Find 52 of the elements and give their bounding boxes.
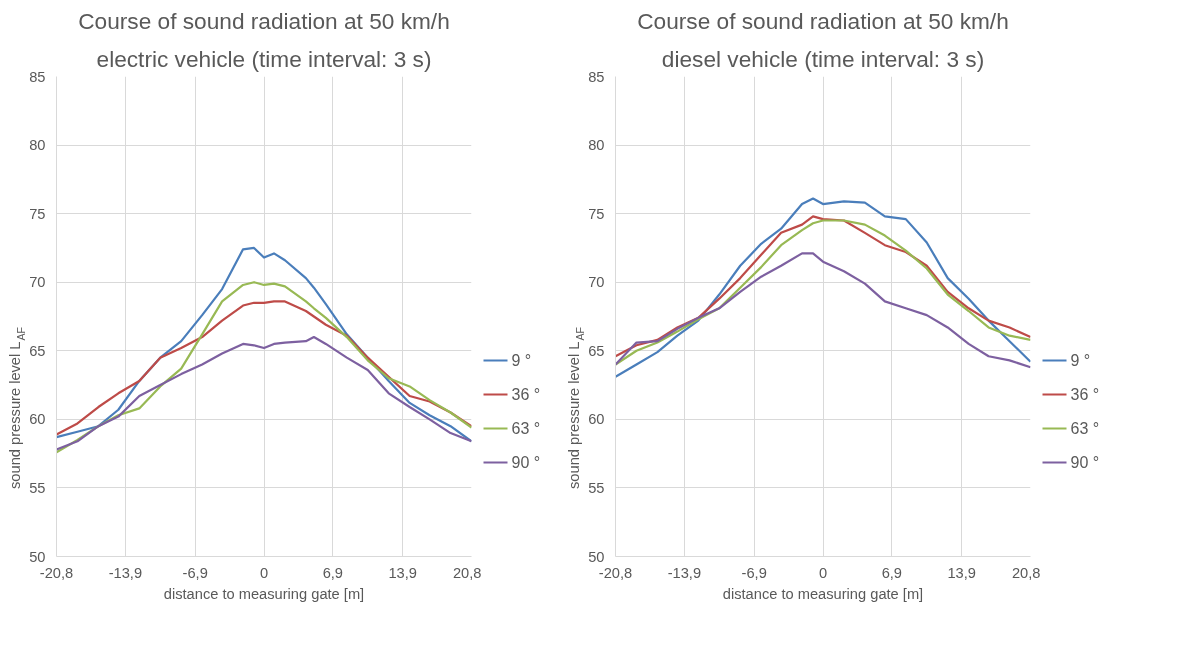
legend-label: 90 ° xyxy=(511,454,541,471)
x-tick-label: -6,9 xyxy=(182,564,208,581)
line-series xyxy=(56,281,472,454)
x-axis-title: distance to measuring gate [m] xyxy=(722,585,924,602)
y-tick-label: 70 xyxy=(588,274,605,291)
x-tick-label: 20,8 xyxy=(1011,564,1041,581)
line-series xyxy=(56,246,472,443)
y-tick-label: 80 xyxy=(29,137,46,154)
line-series xyxy=(56,300,472,436)
x-tick-label: 0 xyxy=(818,564,828,581)
chart-title: Course of sound radiation at 50 km/h xyxy=(78,7,450,34)
legend-label: 36 ° xyxy=(511,386,541,403)
legend-label: 9 ° xyxy=(1070,352,1091,369)
x-tick-label: 6,9 xyxy=(881,564,903,581)
y-tick-label: 50 xyxy=(588,548,605,565)
legend-label: 90 ° xyxy=(1070,454,1100,471)
y-tick-label: 75 xyxy=(29,205,46,222)
chart-subtitle: electric vehicle (time interval: 3 s) xyxy=(96,45,432,72)
y-tick-label: 50 xyxy=(29,548,46,565)
y-tick-label: 60 xyxy=(29,411,46,428)
legend-label: 36 ° xyxy=(1070,386,1100,403)
x-tick-label: -6,9 xyxy=(741,564,767,581)
x-tick-label: 13,9 xyxy=(388,564,417,581)
x-tick-label: -13,9 xyxy=(108,564,143,581)
y-tick-label: 85 xyxy=(588,68,605,85)
chart-subtitle: diesel vehicle (time interval: 3 s) xyxy=(661,45,985,72)
y-tick-label: 70 xyxy=(29,274,46,291)
x-tick-label: -20,8 xyxy=(598,564,633,581)
legend-label: 63 ° xyxy=(511,420,541,437)
y-tick-label: 85 xyxy=(29,68,46,85)
x-tick-label: -13,9 xyxy=(667,564,702,581)
chart-title: Course of sound radiation at 50 km/h xyxy=(637,7,1009,34)
x-tick-label: 20,8 xyxy=(452,564,482,581)
line-series xyxy=(56,335,472,451)
y-tick-label: 80 xyxy=(588,137,605,154)
y-tick-label: 55 xyxy=(588,479,605,496)
y-tick-label: 75 xyxy=(588,205,605,222)
y-tick-label: 65 xyxy=(29,342,46,359)
line-series xyxy=(615,252,1031,369)
x-tick-label: 13,9 xyxy=(947,564,976,581)
y-tick-label: 60 xyxy=(588,411,605,428)
y-tick-label: 65 xyxy=(588,342,605,359)
y-tick-label: 55 xyxy=(29,479,46,496)
x-tick-label: -20,8 xyxy=(39,564,74,581)
y-axis-title: sound pressure level LAF xyxy=(6,326,27,489)
legend-label: 63 ° xyxy=(1070,420,1100,437)
x-tick-label: 0 xyxy=(259,564,269,581)
line-series xyxy=(615,197,1031,378)
y-axis-title: sound pressure level LAF xyxy=(565,326,586,489)
legend-label: 9 ° xyxy=(511,352,532,369)
x-tick-label: 6,9 xyxy=(322,564,344,581)
x-axis-title: distance to measuring gate [m] xyxy=(163,585,365,602)
